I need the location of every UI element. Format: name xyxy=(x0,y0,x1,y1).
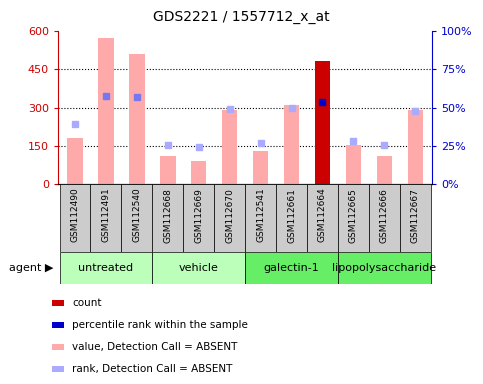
Bar xyxy=(191,161,206,184)
Bar xyxy=(67,138,83,184)
Bar xyxy=(52,344,64,350)
Text: agent ▶: agent ▶ xyxy=(9,263,53,273)
Text: GSM112665: GSM112665 xyxy=(349,188,358,243)
Bar xyxy=(129,54,144,184)
Bar xyxy=(160,156,175,184)
Bar xyxy=(222,110,237,184)
Text: percentile rank within the sample: percentile rank within the sample xyxy=(72,320,248,330)
Bar xyxy=(377,156,392,184)
Bar xyxy=(400,184,431,252)
Bar xyxy=(121,184,152,252)
Text: GSM112664: GSM112664 xyxy=(318,188,327,242)
Text: GSM112541: GSM112541 xyxy=(256,188,265,242)
Bar xyxy=(59,252,152,284)
Bar xyxy=(338,252,431,284)
Bar xyxy=(152,184,183,252)
Bar xyxy=(284,105,299,184)
Bar xyxy=(338,184,369,252)
Text: count: count xyxy=(72,298,101,308)
Bar xyxy=(52,300,64,306)
Bar xyxy=(307,184,338,252)
Text: rank, Detection Call = ABSENT: rank, Detection Call = ABSENT xyxy=(72,364,232,374)
Bar xyxy=(245,184,276,252)
Text: GSM112667: GSM112667 xyxy=(411,188,420,243)
Text: GSM112540: GSM112540 xyxy=(132,188,142,242)
Bar xyxy=(245,252,338,284)
Bar xyxy=(346,145,361,184)
Text: value, Detection Call = ABSENT: value, Detection Call = ABSENT xyxy=(72,342,237,352)
Bar xyxy=(52,322,64,328)
Text: GSM112668: GSM112668 xyxy=(163,188,172,243)
Bar xyxy=(369,184,400,252)
Text: GSM112491: GSM112491 xyxy=(101,188,111,242)
Text: untreated: untreated xyxy=(78,263,133,273)
Text: galectin-1: galectin-1 xyxy=(264,263,319,273)
Bar xyxy=(152,252,245,284)
Bar xyxy=(98,38,114,184)
Text: GSM112666: GSM112666 xyxy=(380,188,389,243)
Text: lipopolysaccharide: lipopolysaccharide xyxy=(332,263,437,273)
Bar xyxy=(90,184,121,252)
Bar xyxy=(183,184,214,252)
Text: GSM112670: GSM112670 xyxy=(225,188,234,243)
Bar xyxy=(59,184,90,252)
Text: GSM112669: GSM112669 xyxy=(194,188,203,243)
Bar xyxy=(214,184,245,252)
Bar xyxy=(408,110,423,184)
Text: GSM112661: GSM112661 xyxy=(287,188,296,243)
Bar xyxy=(52,366,64,372)
Text: vehicle: vehicle xyxy=(179,263,219,273)
Bar xyxy=(276,184,307,252)
Text: GDS2221 / 1557712_x_at: GDS2221 / 1557712_x_at xyxy=(153,10,330,23)
Bar xyxy=(315,61,330,184)
Bar xyxy=(253,151,269,184)
Text: GSM112490: GSM112490 xyxy=(71,188,80,242)
